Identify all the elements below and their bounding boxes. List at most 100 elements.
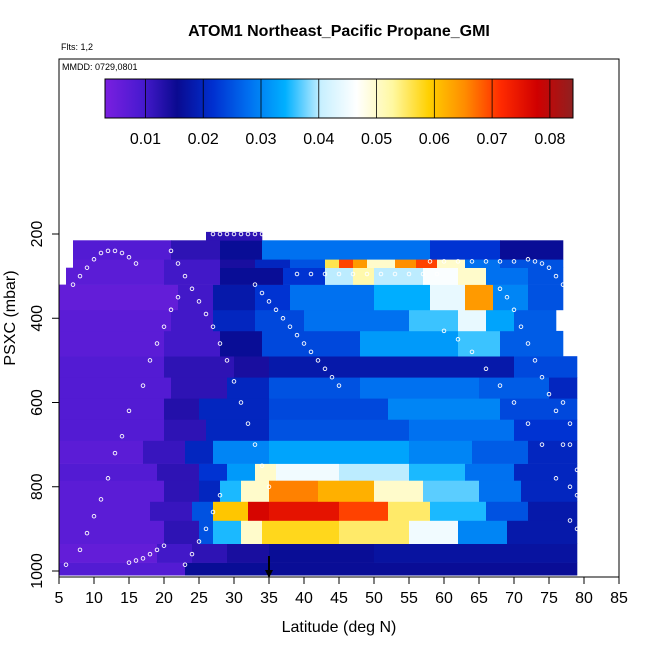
sample-point [189,551,195,557]
x-tick-label: 65 [470,590,488,607]
heatmap-cell [213,284,256,311]
heatmap-cell [458,520,508,544]
heatmap-cell [59,309,172,332]
sample-point [511,307,517,313]
sample-point [196,299,202,304]
sample-point [441,259,447,264]
heatmap-cell [374,480,424,502]
sample-point [574,492,580,498]
sample-point [336,271,342,277]
heatmap-cell [199,463,228,481]
heatmap-cell [59,480,165,502]
x-tick-label: 45 [330,590,348,607]
heatmap-cell [59,284,179,311]
sample-point [105,476,111,481]
sample-point [217,341,223,346]
heatmap-cell [255,309,305,332]
heatmap-cell [290,520,340,544]
sample-point [175,261,181,266]
sample-point [133,261,139,266]
sample-point [119,433,125,439]
sample-point [329,374,335,380]
heatmap-cell [157,543,193,563]
heatmap-cell [164,330,221,357]
heatmap-cell [514,419,578,441]
sample-point [322,271,328,277]
x-axis-label: Latitude (deg N) [282,619,397,636]
heatmap-cell [430,501,487,521]
sample-point [525,421,531,426]
x-tick-label: 75 [540,590,558,607]
heatmap-cell [395,259,417,268]
sample-point [574,467,580,473]
sample-point [154,547,160,553]
heatmap-cell [220,240,263,260]
sample-point [182,273,188,279]
sample-point [126,408,132,414]
sample-point [553,476,559,481]
heatmap-cell [255,463,277,481]
heatmap-cell [59,543,158,563]
sample-point [301,341,307,346]
sample-point [126,254,132,260]
heatmap-cell [185,562,375,576]
heatmap-cell [437,259,466,268]
heatmap-cell [486,309,515,332]
heatmap-cell [185,440,214,464]
heatmap-cell [255,284,291,311]
sample-point [525,257,531,262]
sample-point [98,250,104,256]
sample-point [91,257,97,262]
heatmap-cell [514,463,578,481]
x-tick-label: 5 [55,590,64,607]
heatmap-cell [199,398,270,420]
heatmap-cell [388,398,501,420]
sample-point [140,556,146,561]
heatmap-cell [220,330,263,357]
x-tick-label: 40 [295,590,313,607]
heatmap-cell [458,309,487,332]
heatmap-cell [353,259,368,268]
sample-point [574,299,580,304]
heatmap-cell [241,480,270,502]
heatmap-cells [59,231,578,576]
heatmap-cell [227,377,270,399]
heatmap-cell [73,259,165,268]
sample-point [497,286,503,292]
heatmap-cell [269,543,375,563]
x-tick-label: 35 [260,590,278,607]
heatmap-cell [269,356,515,378]
x-tick-label: 50 [365,590,383,607]
sample-point [98,497,104,502]
heatmap-cell [164,259,221,268]
heatmap-cell [269,419,410,441]
heatmap-cell [290,259,326,268]
heatmap-cell [150,501,193,521]
heatmap-cell [164,520,200,544]
sample-point [518,324,524,329]
heatmap-cell [360,377,480,399]
heatmap-cell [59,463,158,481]
sample-point [231,379,237,384]
sample-point [147,358,153,363]
y-axis: 200 400 600 800 1000 [29,221,60,589]
sample-point [287,324,293,329]
heatmap-cell [157,463,200,481]
sample-point [217,492,223,498]
heatmap-cell [59,501,151,521]
sample-point [308,271,314,277]
sample-point [322,366,328,372]
sample-point [532,358,538,363]
sample-point [511,400,517,405]
colorbar-tick-label: 0.05 [361,131,392,148]
heatmap-cell [458,330,501,357]
heatmap-cell [164,419,207,441]
sample-point [84,530,90,536]
heatmap-cell [276,463,340,481]
sample-point [434,271,440,277]
heatmap-cell [199,520,214,544]
sample-point [154,341,160,346]
x-tick-label: 80 [575,590,593,607]
sample-point [546,265,552,270]
sample-point [539,374,545,380]
